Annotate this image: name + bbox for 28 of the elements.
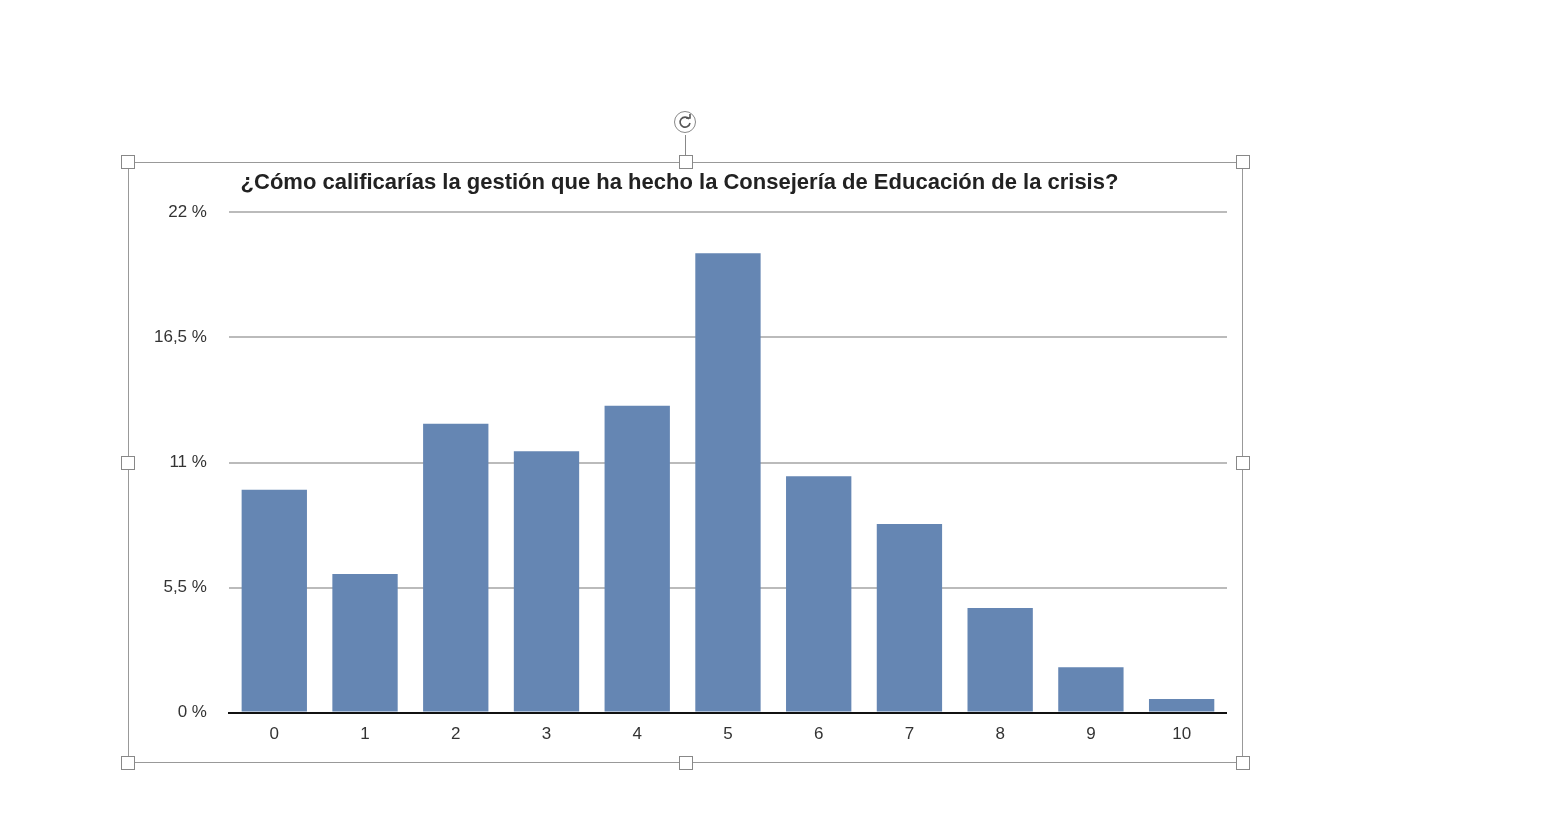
y-tick-label: 22 % [168, 202, 207, 222]
y-tick-label: 11 % [169, 452, 207, 472]
bar [1058, 667, 1124, 712]
x-tick-label: 9 [1086, 724, 1096, 744]
x-tick-label: 10 [1172, 724, 1192, 744]
x-tick-label: 3 [541, 724, 552, 744]
x-tick-label: 1 [360, 724, 370, 744]
x-tick-label: 8 [995, 724, 1005, 744]
bar [332, 573, 398, 712]
x-tick-label: 6 [813, 724, 824, 744]
bar [241, 489, 307, 712]
bar [423, 423, 489, 712]
bar [786, 476, 852, 712]
x-tick-label: 7 [904, 724, 915, 744]
y-tick-label: 5,5 % [163, 577, 207, 597]
y-tick-label: 0 % [177, 702, 207, 722]
x-tick-label: 0 [269, 724, 280, 744]
bar [876, 523, 943, 712]
x-tick-label: 4 [632, 724, 642, 744]
bar [604, 405, 670, 712]
bar [513, 451, 580, 712]
x-tick-label: 2 [451, 724, 461, 744]
chart-title: ¿Cómo calificarías la gestión que ha hecho la Consejería de Educación de la crisis? [240, 169, 1119, 195]
bar [695, 253, 761, 712]
x-tick-label: 5 [723, 724, 733, 744]
bar [1148, 698, 1215, 712]
y-tick-label: 16,5 % [153, 327, 207, 347]
bar [967, 608, 1033, 712]
